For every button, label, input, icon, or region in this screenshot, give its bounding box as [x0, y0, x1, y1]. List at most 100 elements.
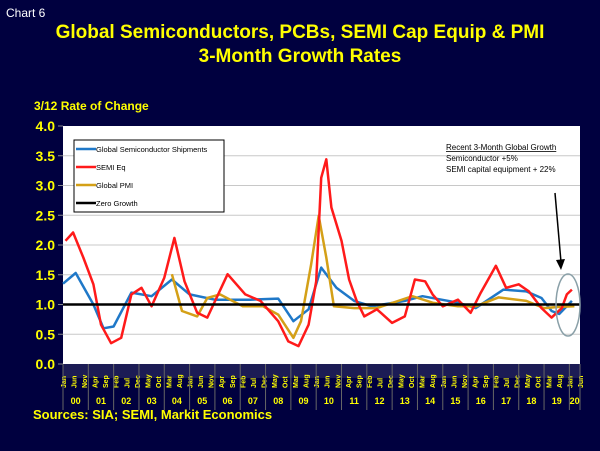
y-tick-label: 0.5 [36, 326, 56, 342]
legend-label: SEMI Eq [96, 163, 126, 172]
month-tick-label: Feb [114, 376, 121, 388]
legend-label: Global PMI [96, 181, 133, 190]
month-tick-label: Jun [198, 376, 205, 388]
month-tick-label: Feb [494, 376, 501, 388]
month-tick-label: Feb [367, 376, 374, 388]
year-tick-label: 04 [172, 396, 182, 406]
legend-box [73, 139, 225, 213]
chart-label: Chart 6 [6, 6, 46, 20]
month-tick-label: Mar [546, 375, 553, 388]
year-tick-label: 05 [197, 396, 207, 406]
month-tick-label: Nov [462, 375, 469, 388]
month-tick-label: Jul [504, 378, 511, 388]
year-tick-label: 15 [450, 396, 460, 406]
month-tick-label: Dec [388, 375, 395, 388]
y-tick-label: 0.0 [36, 356, 56, 372]
month-tick-label: Jun [451, 376, 458, 388]
month-tick-label: Mar [166, 375, 173, 388]
month-tick-label: Aug [557, 374, 564, 388]
annotation-arrow [554, 192, 562, 263]
y-tick-label: 4.0 [36, 118, 56, 134]
month-tick-label: Apr [93, 376, 100, 388]
month-tick-label: Mar [293, 375, 300, 388]
month-tick-label: Aug [304, 374, 311, 388]
month-tick-label: Oct [283, 376, 290, 388]
month-tick-label: Jun [578, 376, 585, 388]
month-tick-label: Dec [135, 375, 142, 388]
highlight-ellipse [555, 273, 581, 337]
month-tick-label: Sep [103, 375, 110, 388]
year-tick-label: 09 [299, 396, 309, 406]
month-tick-label: Jul [124, 378, 131, 388]
month-tick-label: Jan [188, 376, 195, 388]
month-tick-label: Dec [515, 375, 522, 388]
month-tick-label: Oct [409, 376, 416, 388]
legend-label: Global Semiconductor Shipments [96, 145, 208, 154]
legend: Global Semiconductor Shipments SEMI Eq Glo… [73, 139, 225, 213]
month-tick-label: Aug [177, 374, 184, 388]
year-tick-label: 12 [374, 396, 384, 406]
year-tick-label: 07 [248, 396, 258, 406]
month-tick-label: Nov [82, 375, 89, 388]
arrowhead-icon [556, 259, 565, 270]
y-tick-label: 2.5 [36, 207, 56, 223]
y-tick-label: 3.5 [36, 148, 56, 164]
legend-label: Zero Growth [96, 199, 138, 208]
year-tick-label: 01 [96, 396, 106, 406]
month-tick-label: May [525, 374, 532, 388]
y-tick-label: 2.0 [36, 237, 56, 253]
y-axis-label: 3/12 Rate of Change [34, 99, 149, 113]
month-tick-label: Oct [536, 376, 543, 388]
annotation-text: SEMI capital equipment + 22% [446, 165, 556, 174]
month-tick-label: Sep [483, 375, 490, 388]
month-tick-label: Jul [377, 378, 384, 388]
month-tick-label: Jun [325, 376, 332, 388]
year-tick-label: 16 [476, 396, 486, 406]
month-tick-label: Jun [72, 376, 79, 388]
month-tick-label: Jan [567, 376, 574, 388]
month-tick-label: May [399, 374, 406, 388]
year-tick-label: 10 [324, 396, 334, 406]
month-tick-label: Apr [346, 376, 353, 388]
month-tick-label: Oct [156, 376, 163, 388]
year-tick-label: 18 [526, 396, 536, 406]
year-tick-label: 02 [121, 396, 131, 406]
year-tick-label: 19 [552, 396, 562, 406]
source-note: Sources: SIA; SEMI, Markit Economics [33, 407, 273, 422]
annotation-heading: Recent 3-Month Global Growth [446, 143, 556, 152]
month-tick-label: Feb [240, 376, 247, 388]
year-tick-label: 06 [223, 396, 233, 406]
month-tick-label: Jan [441, 376, 448, 388]
month-tick-label: Nov [335, 375, 342, 388]
month-tick-label: Jan [314, 376, 321, 388]
year-tick-label: 00 [71, 396, 81, 406]
y-tick-label: 1.0 [36, 297, 56, 313]
month-tick-label: Apr [472, 376, 479, 388]
x-axis-band [63, 364, 580, 378]
month-tick-label: Sep [356, 375, 363, 388]
year-tick-label: 13 [400, 396, 410, 406]
month-tick-label: Jan [61, 376, 68, 388]
year-tick-label: 20 [570, 396, 580, 406]
month-tick-label: Apr [219, 376, 226, 388]
chart-title: Global Semiconductors, PCBs, SEMI Cap Eq… [55, 22, 545, 43]
series-line-semi-eq [64, 158, 573, 348]
year-tick-label: 17 [501, 396, 511, 406]
year-tick-label: 08 [273, 396, 283, 406]
year-tick-label: 03 [147, 396, 157, 406]
year-tick-label: 14 [425, 396, 435, 406]
month-tick-label: Mar [420, 375, 427, 388]
month-tick-label: May [272, 374, 279, 388]
annotation-text: Semiconductor +5% [446, 154, 518, 163]
month-tick-label: Aug [430, 374, 437, 388]
month-tick-label: May [145, 374, 152, 388]
month-tick-label: Sep [230, 375, 237, 388]
y-tick-label: 1.5 [36, 267, 56, 283]
month-tick-label: Dec [261, 375, 268, 388]
series-line-global-pmi [170, 214, 575, 340]
year-tick-label: 11 [349, 396, 359, 406]
y-tick-label: 3.0 [36, 178, 56, 194]
chart-subtitle: 3-Month Growth Rates [198, 46, 402, 67]
month-tick-label: Nov [209, 375, 216, 388]
